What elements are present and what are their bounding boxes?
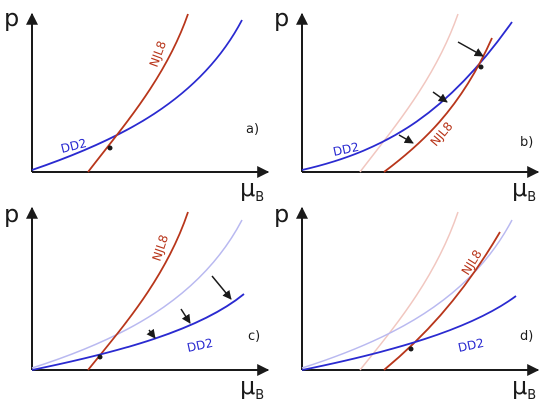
panel-c-dd2-faded-curve xyxy=(31,219,243,369)
panel-d-intersection-point xyxy=(408,346,414,352)
panel-d-y-label: p xyxy=(274,200,289,228)
panel-b-njl8-curve xyxy=(383,37,493,173)
panel-a: p μB a) DD2 NJL8 xyxy=(4,4,270,205)
panel-c-njl8-curve xyxy=(87,211,189,371)
panel-c-shift-arrow-3 xyxy=(146,328,156,339)
panel-d-tag: d) xyxy=(520,329,533,344)
panel-a-njl8-curve xyxy=(87,13,189,173)
panel-d-dd2-faded-curve xyxy=(301,219,513,369)
panel-b-shift-arrow-2 xyxy=(432,91,448,103)
panel-a-dd2-label: DD2 xyxy=(59,136,88,156)
panel-b-njl8-label: NJL8 xyxy=(428,119,456,149)
panel-b-y-label: p xyxy=(274,4,289,32)
panel-a-dd2-curve xyxy=(31,19,243,171)
panel-b-dd2-curve xyxy=(301,21,513,171)
panel-c-intersection-point xyxy=(97,354,103,360)
panel-b-shift-arrow-3 xyxy=(398,134,414,144)
panel-b-intersection-point xyxy=(478,64,484,70)
panel-c-y-label: p xyxy=(4,200,19,228)
panel-c-dd2-curve xyxy=(31,293,245,371)
panel-c-tag: c) xyxy=(248,329,260,344)
panel-b-tag: b) xyxy=(520,135,533,150)
panel-b-njl8-faded-curve xyxy=(359,13,459,173)
panel-a-tag: a) xyxy=(246,122,259,137)
panel-c-shift-arrow-2 xyxy=(180,308,191,324)
panel-d-njl8-faded-curve xyxy=(359,211,459,371)
panel-d-dd2-label: DD2 xyxy=(457,336,485,355)
panel-b: p μB b) DD2 NJL8 xyxy=(274,4,540,205)
panel-c-dd2-label: DD2 xyxy=(186,336,214,355)
panel-c-x-label: μB xyxy=(240,372,264,403)
panel-c-shift-arrow-1 xyxy=(211,275,232,300)
panel-a-x-label: μB xyxy=(240,174,264,205)
panel-a-y-label: p xyxy=(4,4,19,32)
panel-c: p μB c) DD2 NJL8 xyxy=(4,200,270,403)
panel-d-njl8-curve xyxy=(383,231,501,371)
panel-a-intersection-point xyxy=(107,145,113,151)
panel-d-dd2-curve xyxy=(301,295,517,371)
panel-b-dd2-label: DD2 xyxy=(332,140,360,159)
panel-d: p μB d) DD2 NJL8 xyxy=(274,200,540,403)
panel-b-shift-arrow-1 xyxy=(457,41,484,57)
panel-d-x-label: μB xyxy=(512,372,536,403)
panel-b-x-label: μB xyxy=(512,174,536,205)
